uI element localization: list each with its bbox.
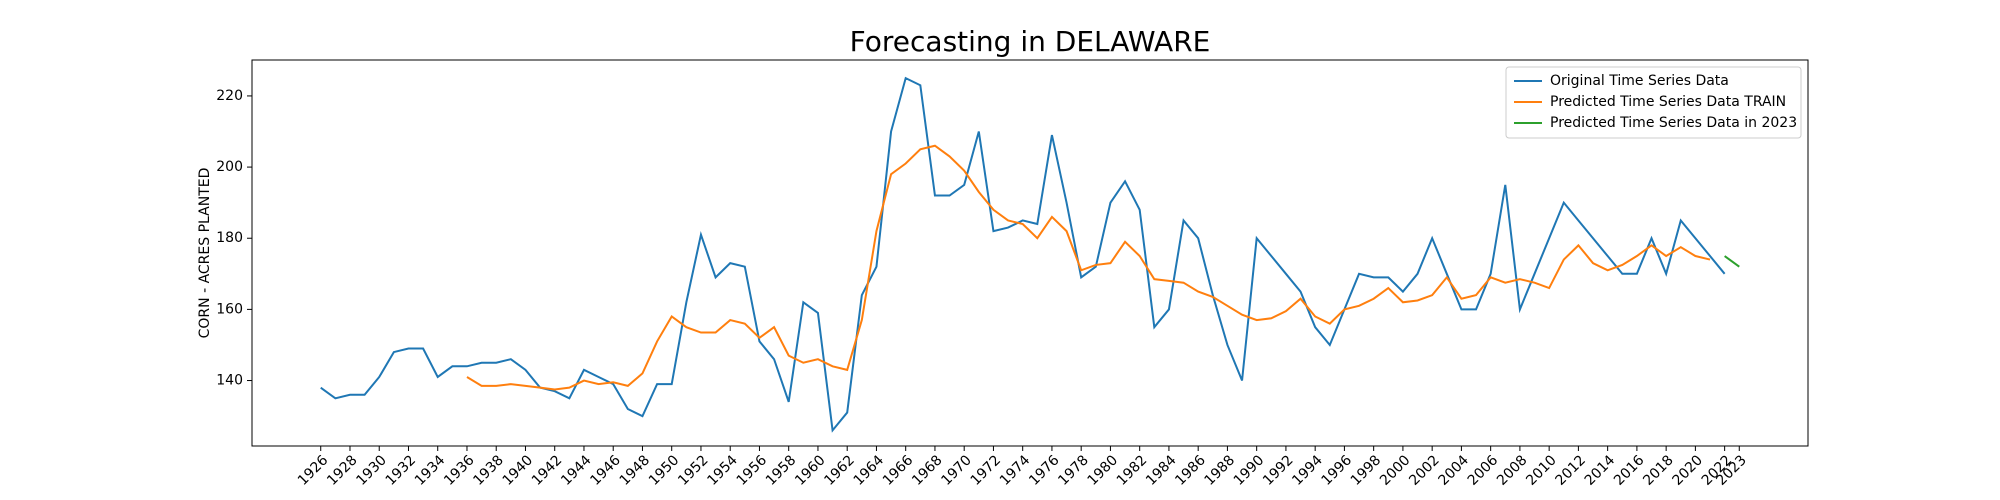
y-tick-label: 160: [216, 301, 243, 317]
plot-frame: [251, 59, 1809, 447]
series-line: [320, 76, 1726, 433]
legend-label: Predicted Time Series Data in 2023: [1550, 115, 1797, 131]
y-tick-label: 180: [216, 230, 243, 246]
series-line: [466, 144, 1711, 391]
y-tick-label: 220: [216, 88, 243, 104]
legend-label: Original Time Series Data: [1550, 73, 1729, 89]
chart-title: Forecasting in DELAWARE: [850, 25, 1211, 58]
y-tick-label: 140: [216, 373, 243, 389]
legend-label: Predicted Time Series Data TRAIN: [1550, 94, 1786, 110]
series-line: [1724, 255, 1740, 268]
y-axis-label: CORN - ACRES PLANTED: [197, 168, 213, 339]
y-tick-label: 200: [216, 159, 243, 175]
legend-box: [1505, 66, 1802, 139]
